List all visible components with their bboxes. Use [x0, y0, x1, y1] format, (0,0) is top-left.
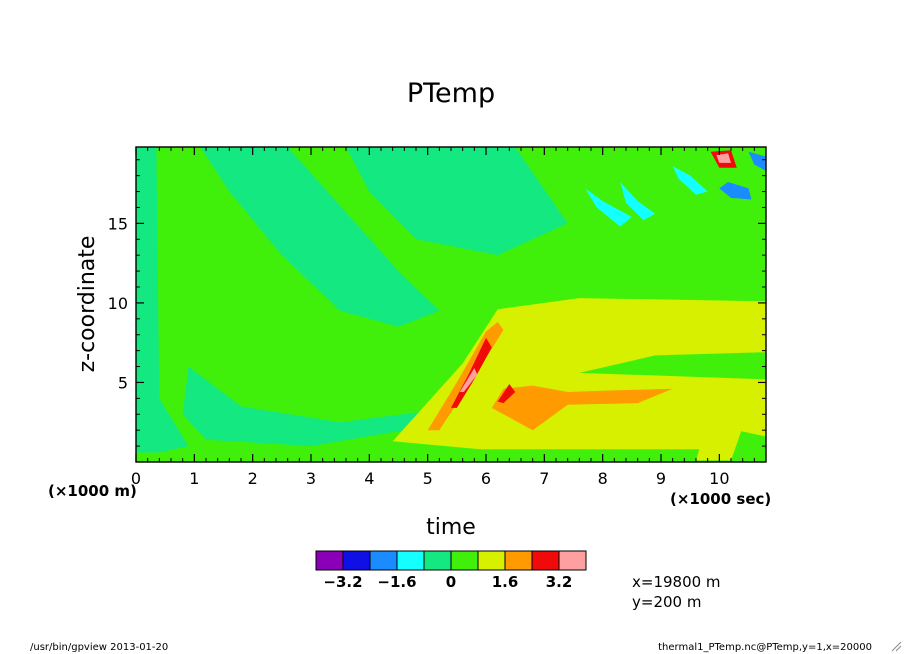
contour-region-15: [748, 151, 766, 171]
contour-region-5: [696, 420, 743, 461]
annotation-y: y=200 m: [632, 593, 701, 611]
x-tick-label: 10: [709, 469, 729, 488]
x-tick-label: 7: [539, 469, 549, 488]
resize-grip-icon[interactable]: [890, 640, 902, 652]
colorbar-swatch: [315, 550, 344, 571]
contour-region-9: [497, 384, 516, 404]
contour-region-13: [672, 166, 708, 195]
y-axis-label: z-coordinate: [75, 236, 100, 373]
x-tick-label: 6: [481, 469, 491, 488]
x-tick-label: 2: [248, 469, 258, 488]
contour-region-3: [182, 366, 428, 447]
colorbar-tick-label: −1.6: [377, 573, 416, 591]
x-tick-label: 0: [131, 469, 141, 488]
contour-regions: [136, 147, 766, 461]
annotation-x: x=19800 m: [632, 573, 721, 591]
x-unit-label: (×1000 sec): [670, 490, 771, 508]
contour-region-2: [346, 147, 568, 256]
colorbar-swatch: [423, 550, 452, 571]
y-tick-label: 15: [108, 214, 128, 233]
colorbar-tick-label: 1.6: [492, 573, 519, 591]
contour-region-14: [719, 182, 752, 200]
axis-ticks: 0 1 2 3 4 5 6 7 8 9 10 5 10 15: [108, 147, 767, 488]
x-tick-label: 3: [306, 469, 316, 488]
contour-region-11: [585, 188, 632, 227]
colorbar-swatch: [396, 550, 425, 571]
x-axis-label: time: [426, 515, 476, 540]
colorbar-swatch: [477, 550, 506, 571]
x-tick-label: 1: [189, 469, 199, 488]
x-tick-label: 9: [656, 469, 666, 488]
contour-region-17: [716, 153, 731, 163]
y-tick-label: 10: [108, 294, 128, 313]
colorbar-swatch: [369, 550, 398, 571]
y-tick-label: 5: [118, 373, 128, 392]
colorbar-tick-label: −3.2: [323, 573, 362, 591]
chart-title: PTemp: [407, 78, 495, 109]
colorbar-swatch: [342, 550, 371, 571]
contour-region-10: [459, 368, 478, 392]
colorbar-swatch: [504, 550, 533, 571]
colorbar: −3.2 −1.6 0 1.6 3.2: [315, 550, 587, 591]
x-tick-label: 5: [423, 469, 433, 488]
contour-region-1: [200, 147, 440, 327]
contour-region-7: [491, 385, 673, 431]
y-unit-label: (×1000 m): [48, 482, 137, 500]
contour-region-0: [136, 147, 189, 453]
colorbar-swatch: [531, 550, 560, 571]
colorbar-swatch: [558, 550, 587, 571]
colorbar-tick-label: 0: [446, 573, 456, 591]
colorbar-swatch: [450, 550, 479, 571]
x-tick-label: 8: [598, 469, 608, 488]
x-tick-label: 4: [364, 469, 374, 488]
contour-region-12: [620, 182, 656, 221]
footer-left: /usr/bin/gpview 2013-01-20: [30, 642, 168, 653]
colorbar-tick-label: 3.2: [546, 573, 573, 591]
footer-right: thermal1_PTemp.nc@PTemp,y=1,x=20000: [658, 642, 872, 653]
